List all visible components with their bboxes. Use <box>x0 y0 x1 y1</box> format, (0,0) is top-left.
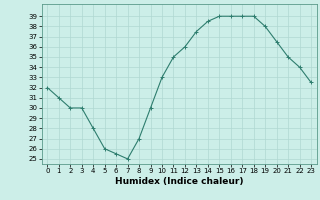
X-axis label: Humidex (Indice chaleur): Humidex (Indice chaleur) <box>115 177 244 186</box>
